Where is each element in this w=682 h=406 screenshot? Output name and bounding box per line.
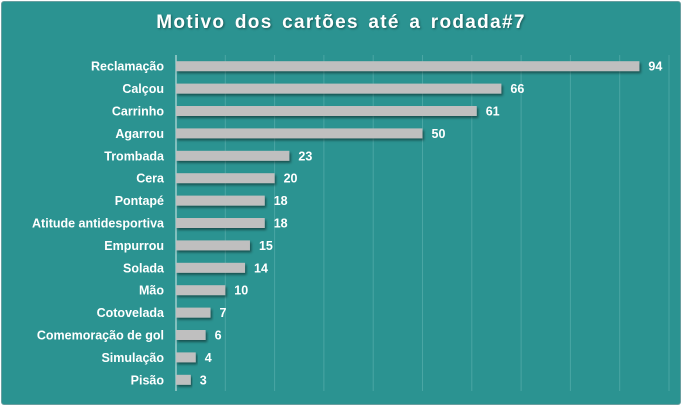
category-label: Carrinho (112, 105, 164, 119)
data-label: 6 (215, 329, 222, 343)
category-label: Mão (139, 284, 164, 298)
category-label: Comemoração de gol (37, 329, 164, 343)
bar (176, 173, 275, 184)
bar (176, 106, 477, 116)
category-label: Cotovelada (97, 306, 165, 320)
data-label: 23 (298, 149, 312, 163)
category-label: Solada (123, 261, 165, 275)
data-label: 18 (274, 194, 288, 208)
data-label: 3 (200, 373, 207, 387)
bar (176, 374, 191, 385)
bar (176, 240, 250, 251)
bar (176, 218, 265, 228)
category-label: Cera (136, 172, 165, 186)
category-label: Simulação (101, 351, 164, 365)
data-label: 15 (259, 239, 273, 253)
data-label: 66 (510, 82, 524, 96)
category-label: Pisão (131, 373, 165, 387)
bar (176, 262, 246, 273)
data-label: 14 (254, 261, 268, 275)
bar (176, 150, 290, 161)
category-label: Pontapé (115, 194, 164, 208)
data-label: 4 (205, 351, 212, 365)
bar (176, 307, 211, 318)
bar (176, 128, 423, 139)
bar (176, 352, 196, 363)
category-label: Empurrou (104, 239, 164, 253)
data-label: 20 (284, 172, 298, 186)
bar (176, 330, 206, 340)
bar (176, 285, 226, 296)
category-label: Reclamação (91, 60, 164, 74)
bar (176, 61, 640, 72)
data-label: 61 (486, 105, 500, 119)
data-label: 18 (274, 217, 288, 231)
bar (176, 83, 502, 94)
category-label: Calçou (122, 82, 164, 96)
data-label: 50 (432, 127, 446, 141)
category-label: Agarrou (115, 127, 164, 141)
category-label: Trombada (104, 149, 165, 163)
data-label: 10 (234, 284, 248, 298)
category-label: Atitude antidesportiva (32, 217, 165, 231)
bar (176, 195, 265, 206)
chart-title: Motivo dos cartões até a rodada#7 (156, 12, 526, 33)
data-label: 94 (648, 60, 662, 74)
data-label: 7 (220, 306, 227, 320)
